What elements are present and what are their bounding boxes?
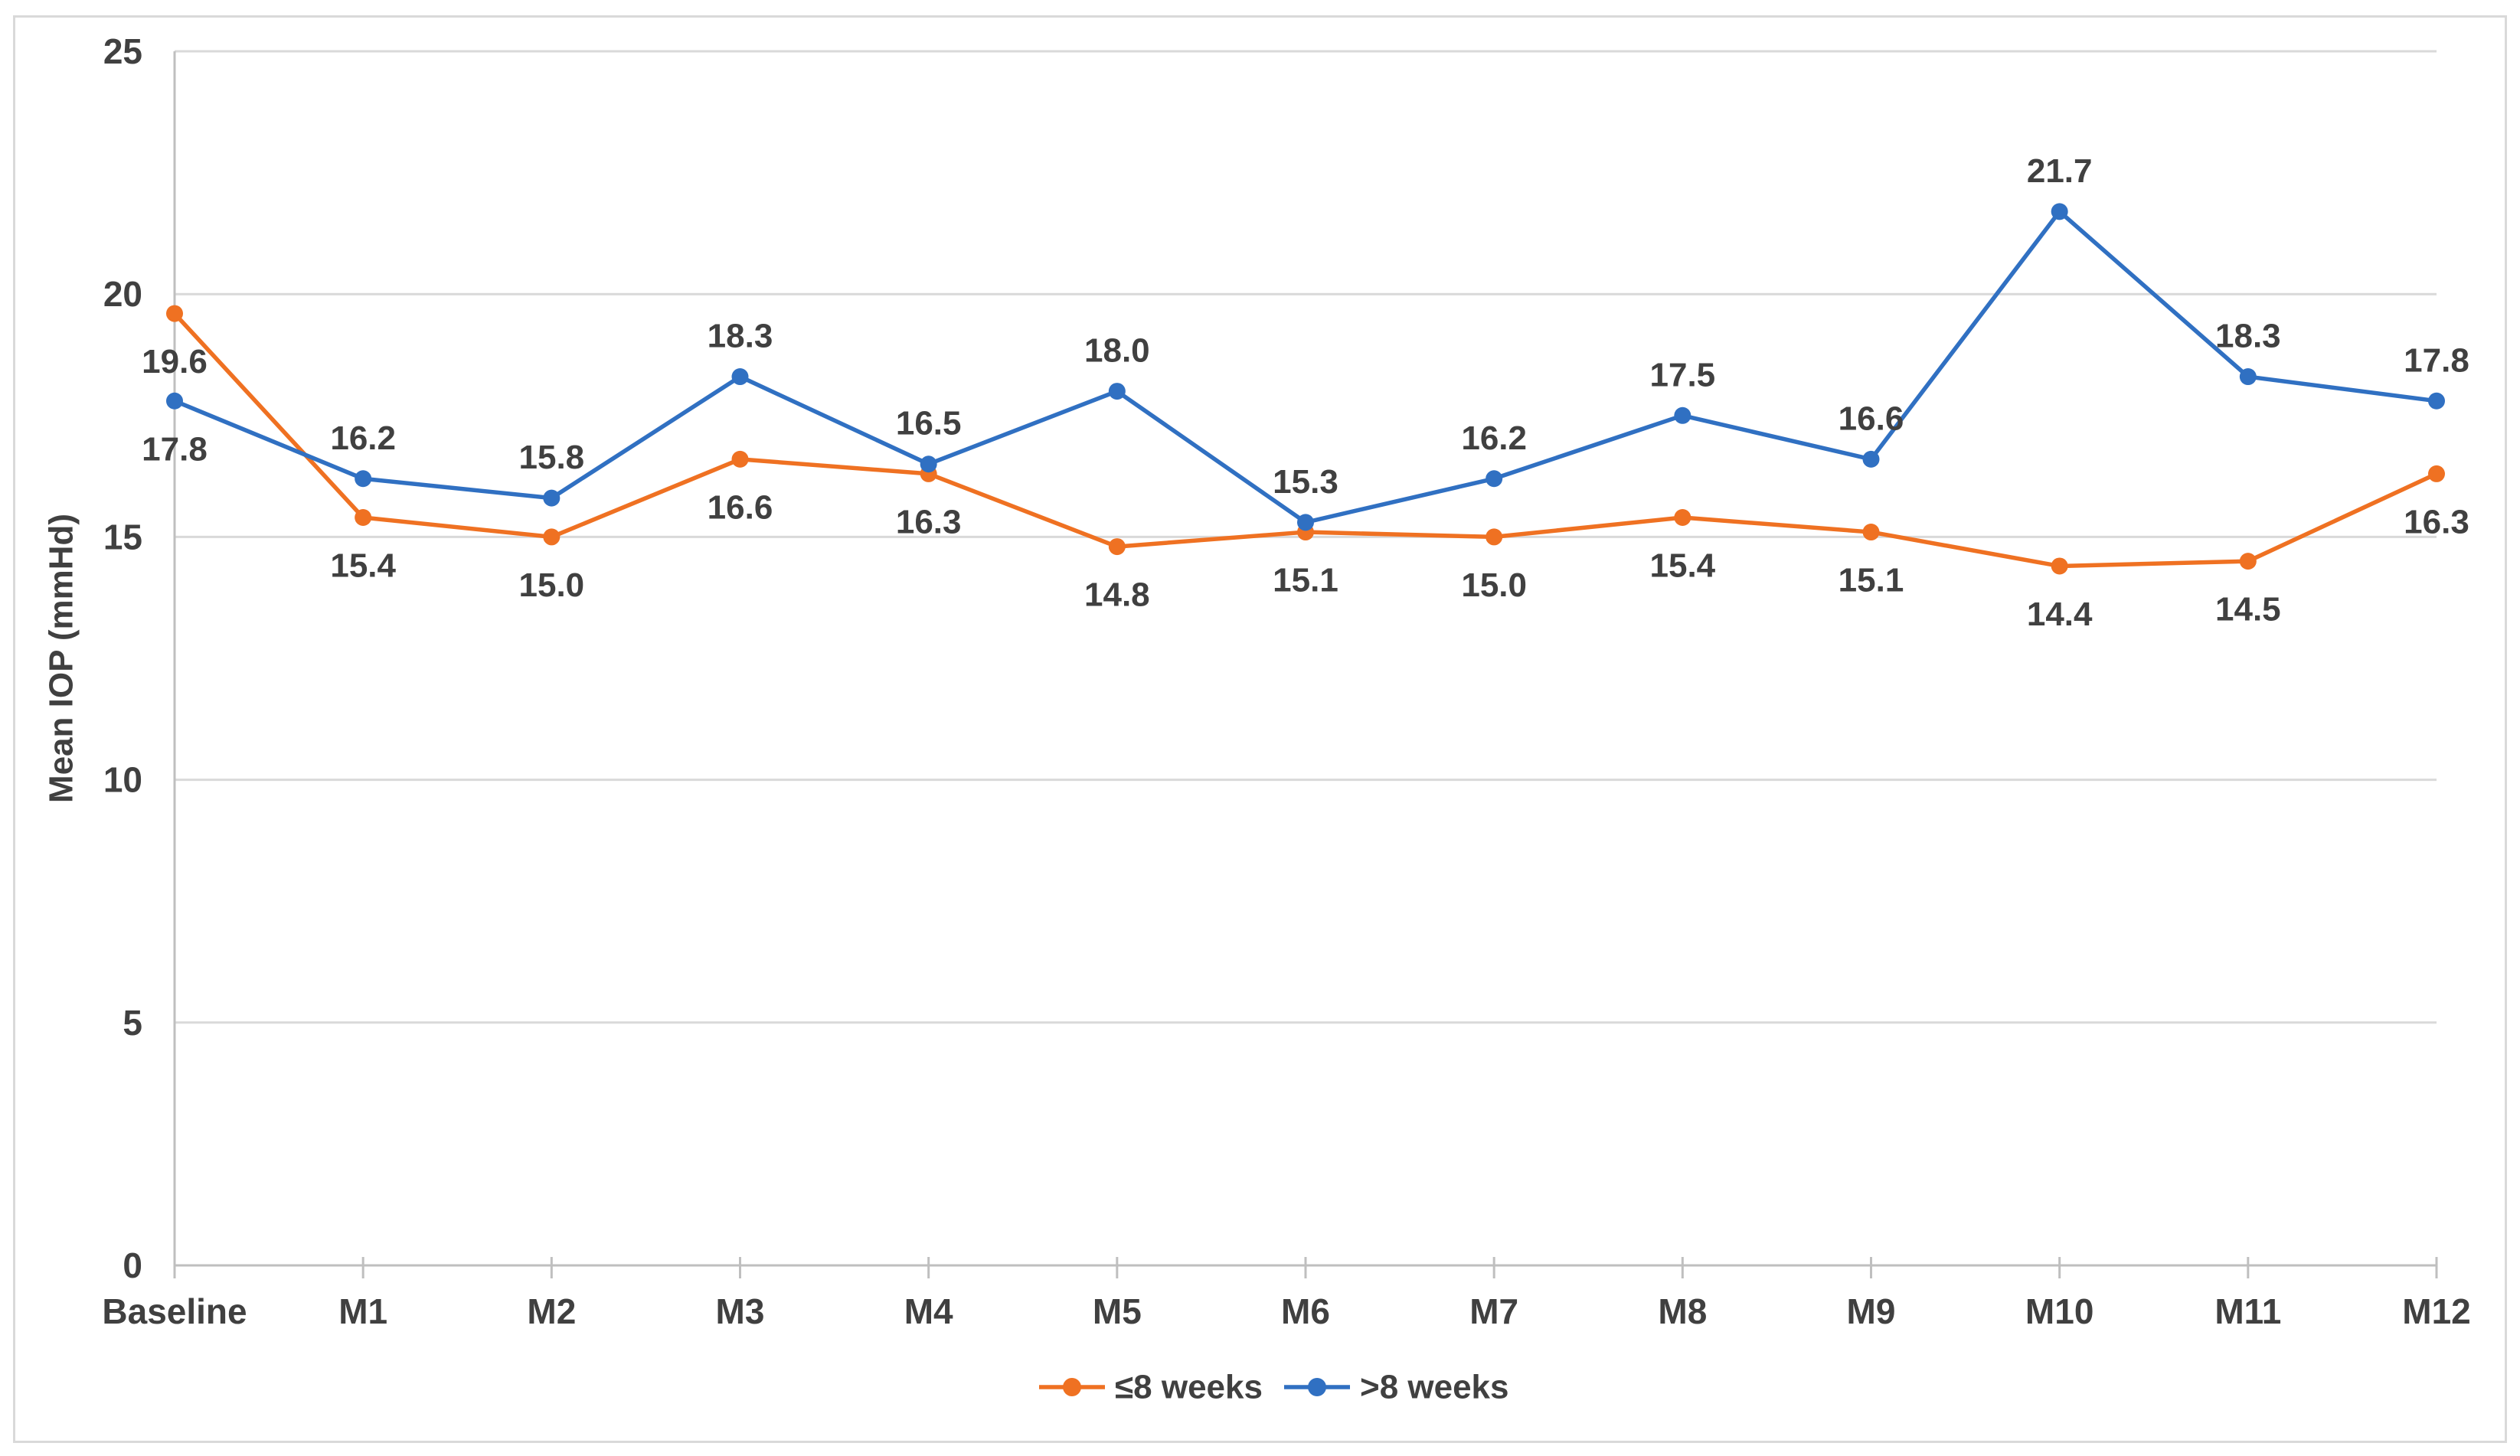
x-category-label: M7 [1469, 1291, 1518, 1331]
y-tick-label: 5 [123, 1003, 142, 1043]
data-label: 15.1 [1273, 562, 1338, 599]
data-point-marker [1108, 538, 1126, 556]
x-category-label: M2 [527, 1291, 576, 1331]
data-label: 15.8 [519, 439, 585, 476]
x-category-label: M3 [716, 1291, 765, 1331]
x-category-label: M6 [1281, 1291, 1330, 1331]
x-category-label: M10 [2025, 1291, 2093, 1331]
data-label: 14.8 [1084, 576, 1150, 614]
data-point-marker [543, 489, 561, 507]
x-category-label: Baseline [102, 1291, 247, 1331]
data-label: 15.0 [1461, 566, 1527, 604]
legend-marker-icon [1308, 1378, 1326, 1396]
data-point-marker [1674, 509, 1691, 527]
x-category-label: M1 [338, 1291, 387, 1331]
data-point-marker [1862, 524, 1880, 541]
data-label: 14.4 [2027, 596, 2093, 633]
x-category-label: M11 [2214, 1291, 2281, 1331]
data-point-marker [920, 455, 937, 473]
data-label: 16.2 [330, 419, 396, 457]
x-category-label: M4 [904, 1291, 953, 1331]
y-tick-label: 25 [103, 31, 142, 71]
data-point-marker [355, 509, 372, 527]
data-label: 14.5 [2215, 591, 2281, 628]
data-label: 18.3 [2215, 318, 2281, 355]
data-label: 16.2 [1461, 419, 1527, 457]
y-tick-label: 15 [103, 517, 142, 557]
data-point-marker [2428, 392, 2445, 410]
x-category-label: M5 [1093, 1291, 1142, 1331]
y-axis-title: Mean IOP (mmHd) [43, 514, 80, 803]
data-point-marker [2239, 368, 2257, 386]
data-label: 15.3 [1273, 463, 1338, 501]
data-point-marker [1297, 514, 1314, 531]
figure-border [13, 15, 2507, 1443]
data-point-marker [2428, 465, 2445, 482]
data-label: 16.3 [896, 503, 962, 540]
data-point-marker [2051, 557, 2068, 575]
data-label: 17.8 [142, 430, 208, 468]
data-point-marker [731, 368, 749, 386]
data-label: 16.6 [1839, 400, 1904, 437]
data-point-marker [2051, 203, 2068, 220]
data-point-marker [731, 450, 749, 468]
data-point-marker [1674, 406, 1691, 424]
data-point-marker [2239, 553, 2257, 570]
legend-marker-icon [1063, 1378, 1081, 1396]
data-label: 15.0 [519, 566, 585, 604]
data-label: 18.3 [708, 318, 773, 355]
data-point-marker [1108, 383, 1126, 400]
x-category-label: M8 [1658, 1291, 1707, 1331]
data-point-marker [355, 470, 372, 488]
data-point-marker [1486, 470, 1503, 488]
y-tick-label: 20 [103, 274, 142, 314]
data-label: 17.8 [2404, 341, 2469, 379]
data-label: 16.3 [2404, 503, 2469, 540]
legend-label: >8 weeks [1360, 1369, 1509, 1406]
y-tick-label: 10 [103, 760, 142, 800]
data-label: 15.1 [1839, 562, 1904, 599]
data-label: 15.4 [330, 547, 396, 585]
data-point-marker [543, 528, 561, 546]
data-point-marker [1862, 450, 1880, 468]
y-tick-label: 0 [123, 1245, 142, 1285]
data-label: 15.4 [1650, 547, 1716, 585]
data-point-marker [166, 392, 183, 410]
data-label: 17.5 [1650, 356, 1716, 393]
data-label: 16.6 [708, 488, 773, 526]
legend-label: ≤8 weeks [1115, 1369, 1263, 1406]
data-point-marker [1486, 528, 1503, 546]
data-label: 19.6 [142, 343, 208, 380]
x-category-label: M12 [2402, 1291, 2470, 1331]
data-label: 18.0 [1084, 332, 1150, 370]
x-category-label: M9 [1847, 1291, 1896, 1331]
data-label: 16.5 [896, 405, 962, 442]
data-point-marker [166, 305, 183, 322]
data-label: 21.7 [2027, 152, 2093, 190]
